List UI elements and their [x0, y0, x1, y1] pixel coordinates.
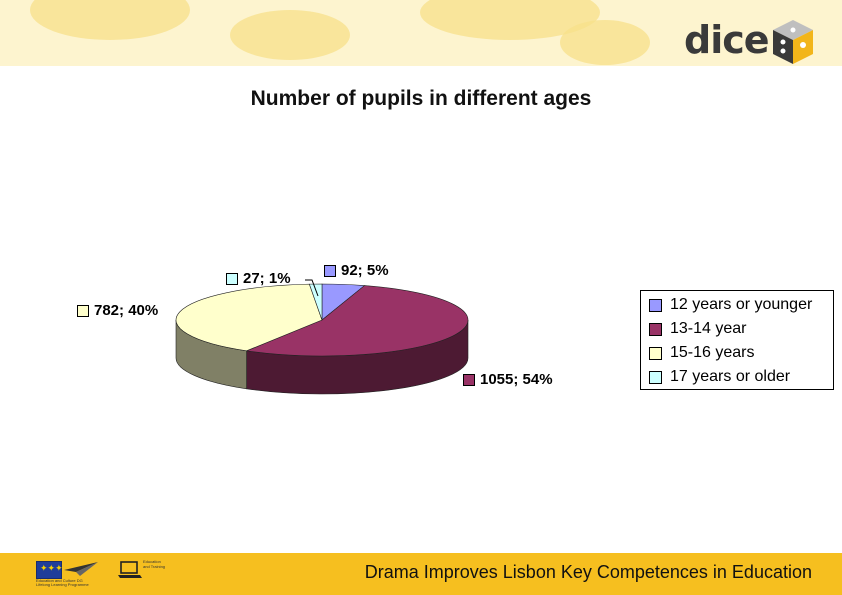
chart-legend: 12 years or younger 13-14 year 15-16 years…: [640, 290, 834, 390]
legend-item: 15-16 years: [649, 342, 755, 364]
data-label-text: 92; 5%: [341, 262, 389, 279]
pie-slice-3: [308, 283, 323, 321]
data-label-text: 1055; 54%: [480, 371, 553, 388]
eu-flag-icon: [36, 561, 62, 579]
legend-label: 17 years or older: [670, 368, 791, 385]
legend-swatch: [649, 370, 662, 384]
data-label-swatch: [77, 304, 89, 317]
footer-band: ✦✦✦ Education and Culture DG Lifelong Le…: [0, 553, 842, 595]
partner-caption: Education and Training: [143, 559, 166, 569]
data-label-swatch: [463, 373, 475, 386]
data-label-text: 782; 40%: [94, 302, 159, 319]
pie-slice-1: [245, 285, 469, 357]
laptop-icon: [118, 561, 142, 578]
data-label: 782; 40%: [77, 302, 158, 319]
header-decoration: [230, 10, 350, 60]
legend-label: 13-14 year: [670, 320, 747, 337]
dice-logo-text: dice: [684, 18, 770, 62]
dice-cube-icon: [773, 20, 813, 64]
footer-tagline: Drama Improves Lisbon Key Competences in…: [364, 562, 812, 582]
legend-label: 15-16 years: [670, 344, 755, 361]
data-label: 27; 1%: [226, 270, 291, 287]
legend-label: 12 years or younger: [670, 296, 813, 313]
legend-item: 13-14 year: [649, 318, 747, 340]
legend-swatch: [649, 346, 662, 360]
legend-item: 12 years or younger: [649, 294, 812, 316]
chart-title: Number of pupils in different ages: [250, 87, 592, 110]
eu-stars-icon: ✦✦✦: [40, 563, 63, 573]
leader-line: [305, 279, 319, 297]
data-label-text: 27; 1%: [243, 270, 291, 287]
data-label: 1055; 54%: [463, 371, 553, 388]
header-band: dice: [0, 0, 842, 66]
pie-slice-2: [175, 283, 323, 352]
paper-plane-icon: [64, 562, 98, 576]
legend-swatch: [649, 298, 662, 312]
data-label-swatch: [324, 264, 336, 277]
legend-item: 17 years or older: [649, 366, 790, 388]
legend-swatch: [649, 322, 662, 336]
data-label-swatch: [226, 272, 238, 285]
eu-caption: Education and Culture DG Lifelong Learni…: [36, 578, 89, 587]
data-label: 92; 5%: [324, 262, 389, 279]
header-decoration: [560, 20, 650, 65]
